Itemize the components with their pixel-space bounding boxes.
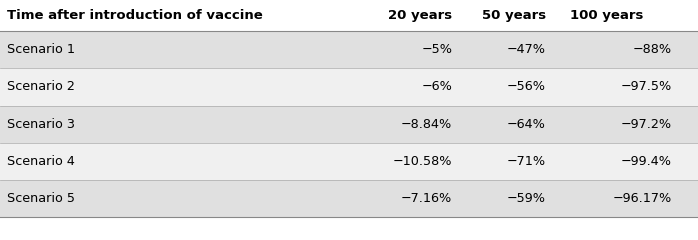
- FancyBboxPatch shape: [0, 180, 698, 217]
- Text: −71%: −71%: [507, 155, 546, 168]
- Text: −88%: −88%: [632, 43, 671, 56]
- FancyBboxPatch shape: [0, 31, 698, 68]
- FancyBboxPatch shape: [0, 143, 698, 180]
- Text: −10.58%: −10.58%: [393, 155, 452, 168]
- FancyBboxPatch shape: [0, 106, 698, 143]
- Text: −5%: −5%: [422, 43, 452, 56]
- Text: −97.2%: −97.2%: [621, 118, 671, 131]
- Text: Scenario 3: Scenario 3: [7, 118, 75, 131]
- Text: Scenario 5: Scenario 5: [7, 192, 75, 205]
- Text: −96.17%: −96.17%: [612, 192, 671, 205]
- Text: −99.4%: −99.4%: [621, 155, 671, 168]
- Text: Scenario 2: Scenario 2: [7, 80, 75, 94]
- Text: 50 years: 50 years: [482, 9, 546, 22]
- Text: 20 years: 20 years: [388, 9, 452, 22]
- Text: Scenario 4: Scenario 4: [7, 155, 75, 168]
- Text: −6%: −6%: [422, 80, 452, 94]
- Text: −7.16%: −7.16%: [401, 192, 452, 205]
- Text: −8.84%: −8.84%: [401, 118, 452, 131]
- Text: −64%: −64%: [507, 118, 546, 131]
- Text: −59%: −59%: [507, 192, 546, 205]
- Text: −47%: −47%: [507, 43, 546, 56]
- Text: −97.5%: −97.5%: [621, 80, 671, 94]
- FancyBboxPatch shape: [0, 0, 698, 31]
- Text: −56%: −56%: [507, 80, 546, 94]
- Text: Scenario 1: Scenario 1: [7, 43, 75, 56]
- Text: Time after introduction of vaccine: Time after introduction of vaccine: [7, 9, 262, 22]
- FancyBboxPatch shape: [0, 68, 698, 106]
- Text: 100 years: 100 years: [570, 9, 644, 22]
